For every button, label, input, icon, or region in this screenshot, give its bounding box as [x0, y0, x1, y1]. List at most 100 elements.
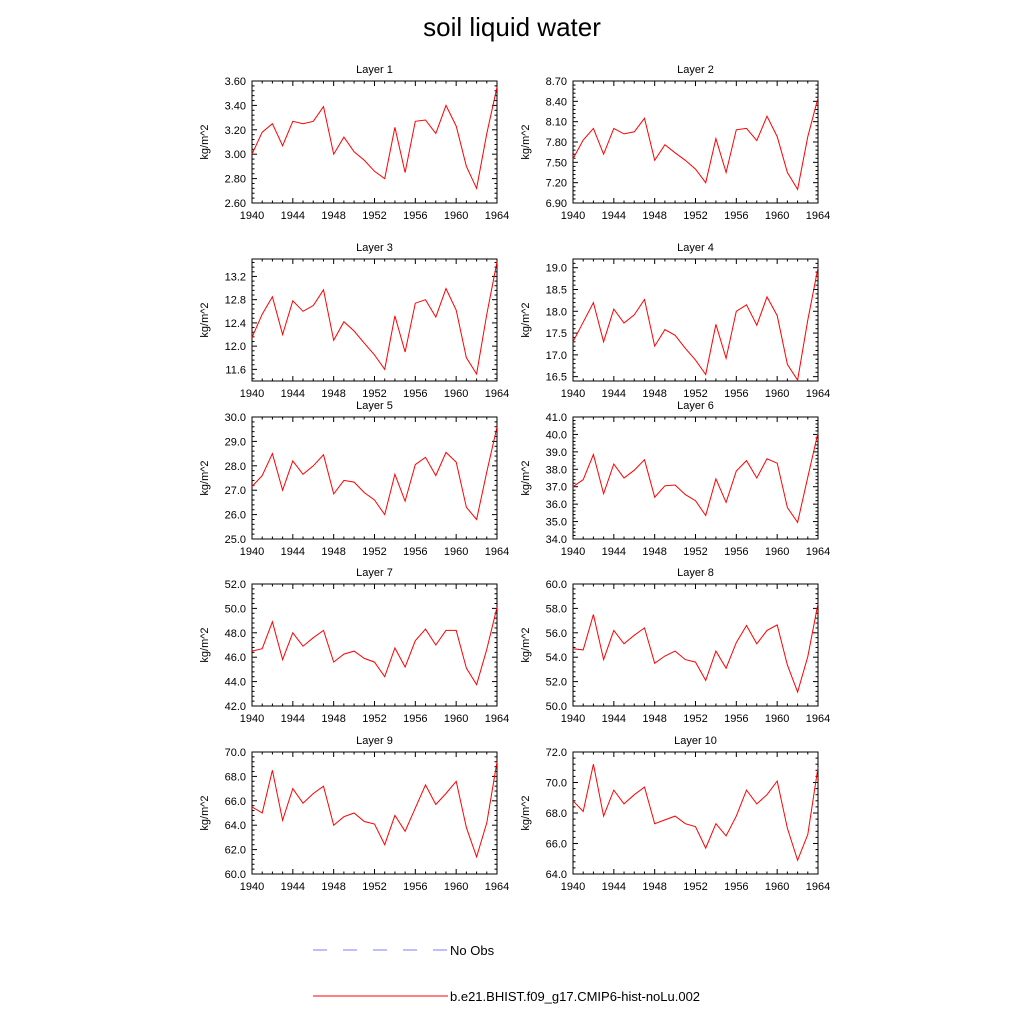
- y-tick-label: 12.4: [225, 318, 246, 330]
- panel-title: Layer 3: [356, 242, 393, 254]
- x-tick-label: 1944: [281, 388, 305, 400]
- x-tick-label: 1960: [765, 210, 789, 222]
- x-tick-label: 1948: [642, 546, 666, 558]
- panel-title: Layer 9: [356, 735, 393, 747]
- y-tick-label: 36.0: [546, 499, 567, 511]
- y-tick-label: 46.0: [225, 652, 246, 664]
- plot-frame: [572, 80, 819, 204]
- plot-frame: [572, 416, 819, 540]
- y-tick-label: 16.5: [546, 372, 567, 384]
- x-tick-label: 1964: [806, 388, 830, 400]
- x-tick-label: 1952: [683, 546, 707, 558]
- plot-frame: [572, 751, 819, 875]
- series-line-1: [572, 603, 819, 694]
- x-tick-label: 1952: [683, 881, 707, 893]
- panel-title: Layer 10: [674, 735, 717, 747]
- plot-frame: [251, 258, 498, 382]
- y-axis-label: kg/m^2: [520, 795, 532, 830]
- y-tick-label: 64.0: [225, 820, 246, 832]
- y-tick-label: 52.0: [225, 579, 246, 591]
- y-axis-label: kg/m^2: [199, 124, 211, 159]
- y-tick-label: 37.0: [546, 482, 567, 494]
- x-tick-label: 1956: [403, 881, 427, 893]
- y-tick-label: 42.0: [225, 701, 246, 713]
- x-tick-label: 1948: [321, 388, 345, 400]
- panel-title: Layer 7: [356, 567, 393, 579]
- panel-title: Layer 5: [356, 400, 393, 412]
- x-tick-label: 1956: [724, 713, 748, 725]
- x-tick-label: 1944: [281, 881, 305, 893]
- chart-panel-1: Layer 1 kg/m^2 1940 1944 1948 1952 1956 1960 196…: [199, 64, 509, 222]
- x-tick-label: 1944: [602, 388, 626, 400]
- panel-title: Layer 8: [677, 567, 714, 579]
- chart-panel-8: Layer 8 kg/m^2 1940 1944 1948 1952 1956 1960 196…: [520, 567, 830, 725]
- y-tick-label: 26.0: [225, 510, 246, 522]
- x-tick-label: 1940: [561, 388, 585, 400]
- x-tick-label: 1940: [561, 881, 585, 893]
- x-tick-label: 1952: [683, 388, 707, 400]
- y-tick-label: 68.0: [225, 771, 246, 783]
- y-axis-label: kg/m^2: [199, 460, 211, 495]
- x-tick-label: 1960: [765, 713, 789, 725]
- series-line-1: [572, 432, 819, 524]
- x-tick-label: 1940: [240, 210, 264, 222]
- y-tick-label: 50.0: [225, 603, 246, 615]
- y-tick-label: 48.0: [225, 628, 246, 640]
- x-tick-label: 1944: [602, 210, 626, 222]
- y-tick-label: 34.0: [546, 534, 567, 546]
- x-tick-label: 1940: [240, 388, 264, 400]
- series-line-1: [251, 426, 498, 521]
- y-tick-label: 2.60: [225, 198, 246, 210]
- x-tick-label: 1952: [362, 210, 386, 222]
- x-tick-label: 1944: [602, 713, 626, 725]
- y-tick-label: 35.0: [546, 517, 567, 529]
- x-tick-label: 1944: [602, 881, 626, 893]
- y-tick-label: 2.80: [225, 174, 246, 186]
- y-tick-label: 17.5: [546, 328, 567, 340]
- y-tick-label: 56.0: [546, 628, 567, 640]
- panel-title: Layer 2: [677, 64, 714, 76]
- y-tick-label: 40.0: [546, 429, 567, 441]
- y-tick-label: 39.0: [546, 447, 567, 459]
- x-tick-label: 1960: [444, 388, 468, 400]
- series-line-1: [251, 86, 498, 191]
- plot-frame: [251, 751, 498, 875]
- chart-panel-2: Layer 2 kg/m^2 1940 1944 1948 1952 1956 1960 196…: [520, 64, 830, 222]
- series-line-1: [572, 267, 819, 382]
- y-tick-label: 66.0: [546, 839, 567, 851]
- y-tick-label: 7.50: [546, 157, 567, 169]
- y-tick-label: 44.0: [225, 677, 246, 689]
- series-line-1: [251, 761, 498, 859]
- y-axis-label: kg/m^2: [199, 627, 211, 662]
- y-axis-label: kg/m^2: [199, 795, 211, 830]
- y-tick-label: 52.0: [546, 677, 567, 689]
- x-tick-label: 1948: [321, 713, 345, 725]
- x-tick-label: 1948: [642, 713, 666, 725]
- y-tick-label: 25.0: [225, 534, 246, 546]
- x-tick-label: 1960: [765, 881, 789, 893]
- y-tick-label: 58.0: [546, 603, 567, 615]
- x-tick-label: 1940: [561, 546, 585, 558]
- y-tick-label: 17.0: [546, 350, 567, 362]
- x-tick-label: 1940: [240, 713, 264, 725]
- series-line-1: [251, 261, 498, 376]
- y-tick-label: 27.0: [225, 485, 246, 497]
- panel-title: Layer 1: [356, 64, 393, 76]
- y-tick-label: 3.00: [225, 149, 246, 161]
- x-tick-label: 1952: [683, 713, 707, 725]
- x-tick-label: 1948: [642, 881, 666, 893]
- y-tick-label: 62.0: [225, 845, 246, 857]
- y-tick-label: 7.20: [546, 178, 567, 190]
- x-tick-label: 1944: [281, 546, 305, 558]
- x-tick-label: 1956: [724, 388, 748, 400]
- x-tick-label: 1948: [321, 210, 345, 222]
- y-tick-label: 19.0: [546, 263, 567, 275]
- x-tick-label: 1964: [485, 881, 509, 893]
- y-tick-label: 70.0: [225, 747, 246, 759]
- x-tick-label: 1948: [642, 210, 666, 222]
- y-tick-label: 28.0: [225, 461, 246, 473]
- y-tick-label: 7.80: [546, 137, 567, 149]
- x-tick-label: 1952: [362, 546, 386, 558]
- y-axis-label: kg/m^2: [520, 460, 532, 495]
- y-tick-label: 29.0: [225, 436, 246, 448]
